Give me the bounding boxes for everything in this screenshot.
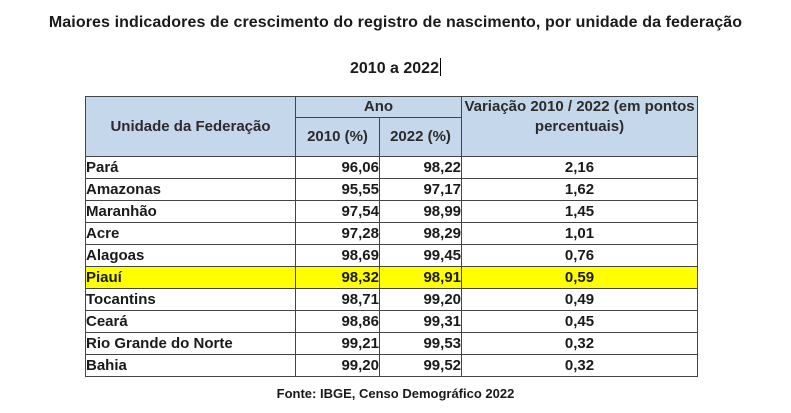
header-ano: Ano	[294, 96, 463, 118]
cell-variacao: 0,32	[461, 332, 699, 355]
cell-uf: Acre	[85, 222, 296, 245]
cell-variacao: 1,45	[461, 200, 699, 223]
cell-2022: 98,99	[378, 200, 463, 223]
cell-2022: 99,45	[378, 244, 463, 267]
subtitle-text: 2010 a 2022	[350, 60, 439, 77]
cell-variacao: 0,32	[461, 354, 699, 377]
header-2010: 2010 (%)	[295, 117, 380, 157]
cell-2010: 98,71	[295, 288, 380, 311]
table-row: Piauí 98,32 98,91 0,59	[85, 266, 699, 289]
table-row: Alagoas 98,69 99,45 0,76	[85, 244, 699, 267]
table-row: Rio Grande do Norte 99,21 99,53 0,32	[85, 332, 699, 355]
cell-uf: Pará	[85, 156, 296, 179]
cell-2022: 99,31	[378, 310, 463, 333]
cell-uf: Maranhão	[85, 200, 296, 223]
cell-2010: 98,69	[295, 244, 380, 267]
table-row: Tocantins 98,71 99,20 0,49	[85, 288, 699, 311]
table-row: Ceará 98,86 99,31 0,45	[85, 310, 699, 333]
cell-2022: 99,52	[378, 354, 463, 377]
cell-2010: 96,06	[295, 156, 380, 179]
cell-uf: Amazonas	[85, 178, 296, 201]
table-row: Maranhão 97,54 98,99 1,45	[85, 200, 699, 223]
header-2022: 2022 (%)	[378, 117, 463, 157]
cell-variacao: 1,62	[461, 178, 699, 201]
cell-2010: 95,55	[295, 178, 380, 201]
cell-variacao: 0,49	[461, 288, 699, 311]
cell-2010: 97,28	[295, 222, 380, 245]
cell-2022: 98,22	[378, 156, 463, 179]
page-title: Maiores indicadores de crescimento do re…	[48, 14, 743, 31]
cell-variacao: 1,01	[461, 222, 699, 245]
cell-2010: 98,86	[295, 310, 380, 333]
growth-table: Unidade da Federação Ano Variação 2010 /…	[85, 96, 699, 377]
table-row: Acre 97,28 98,29 1,01	[85, 222, 699, 245]
table-row: Amazonas 95,55 97,17 1,62	[85, 178, 699, 201]
cell-uf: Rio Grande do Norte	[85, 332, 296, 355]
cell-variacao: 0,45	[461, 310, 699, 333]
header-uf: Unidade da Federação	[85, 96, 296, 157]
cell-variacao: 0,76	[461, 244, 699, 267]
cell-2022: 97,17	[378, 178, 463, 201]
cell-uf: Tocantins	[85, 288, 296, 311]
source-note: Fonte: IBGE, Censo Demográfico 2022	[276, 386, 515, 401]
cell-2022: 98,91	[378, 266, 463, 289]
cell-2022: 99,20	[378, 288, 463, 311]
header-variacao: Variação 2010 / 2022 (em pontos percentu…	[461, 96, 699, 157]
cell-variacao: 0,59	[461, 266, 699, 289]
cell-2010: 99,20	[295, 354, 380, 377]
page-subtitle: 2010 a 2022	[0, 58, 791, 78]
cell-2022: 99,53	[378, 332, 463, 355]
cell-2010: 97,54	[295, 200, 380, 223]
table-row: Pará 96,06 98,22 2,16	[85, 156, 699, 179]
cell-uf: Ceará	[85, 310, 296, 333]
text-cursor	[439, 58, 441, 76]
cell-2010: 99,21	[295, 332, 380, 355]
cell-variacao: 2,16	[461, 156, 699, 179]
cell-uf: Alagoas	[85, 244, 296, 267]
table-row: Bahia 99,20 99,52 0,32	[85, 354, 699, 377]
cell-uf: Bahia	[85, 354, 296, 377]
cell-uf: Piauí	[85, 266, 296, 289]
cell-2010: 98,32	[295, 266, 380, 289]
cell-2022: 98,29	[378, 222, 463, 245]
table-body: Pará 96,06 98,22 2,16 Amazonas 95,55 97,17 1,62…	[85, 156, 699, 377]
